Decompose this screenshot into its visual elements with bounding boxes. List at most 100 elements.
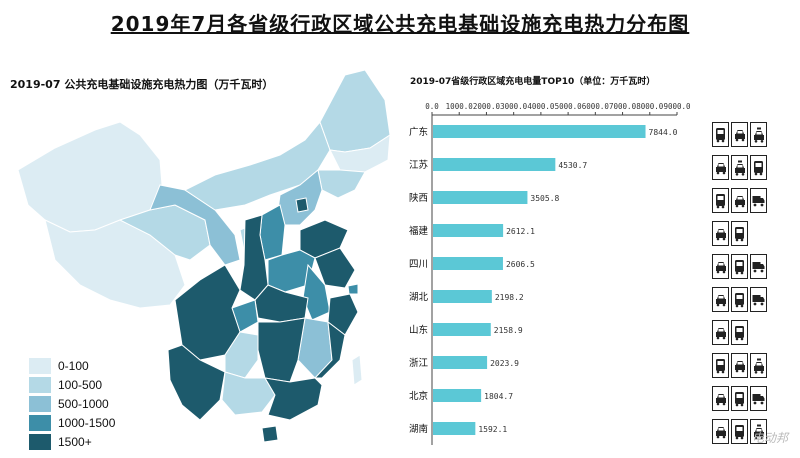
legend-label: 0-100	[58, 358, 89, 373]
region-zhejiang	[327, 293, 359, 336]
legend-item: 0-100	[28, 356, 115, 375]
legend-swatch	[28, 413, 52, 432]
region-liaoning	[317, 169, 366, 199]
car-icon	[712, 320, 729, 345]
category-label: 北京	[409, 390, 428, 402]
region-guangdong	[264, 377, 323, 421]
x-tick-label: 0.0	[425, 102, 439, 111]
bar-chart-title: 2019-07省级行政区域充电电量TOP10（单位：万千瓦时）	[410, 77, 656, 87]
region-jiangsu	[314, 247, 356, 289]
taxi-icon	[750, 419, 767, 444]
map-title: 2019-07 公共充电基础设施充电热力图（万千瓦时）	[10, 78, 274, 91]
x-tick-label: 1000.0	[446, 102, 474, 111]
category-label: 四川	[409, 259, 428, 270]
legend-label: 100-500	[58, 377, 103, 392]
vehicle-icons	[712, 118, 769, 448]
page-title: 2019年7月各省级行政区域公共充电基础设施充电热力分布图	[110, 12, 690, 36]
legend-label: 1500+	[58, 434, 92, 449]
category-label: 浙江	[409, 357, 429, 369]
bar-chart: 0.0 1000.0 2000.0 3000.0 4000.0 5000.0 6000.0 7…	[409, 102, 691, 445]
region-hubei	[254, 284, 309, 323]
region-gansu	[149, 184, 241, 266]
x-tick-label: 5000.0	[555, 102, 583, 111]
car-icon	[731, 353, 748, 378]
region-anhui	[302, 263, 331, 321]
bar	[433, 422, 476, 435]
bar	[433, 257, 503, 270]
bar	[433, 356, 488, 369]
taxi-icon	[750, 122, 767, 147]
icon-row	[712, 250, 769, 283]
bar	[433, 191, 528, 204]
icon-row	[712, 151, 769, 184]
x-tick-label: 7000.0	[609, 102, 637, 111]
region-fujian	[313, 320, 346, 379]
icon-row	[712, 349, 769, 382]
region-shanghai	[347, 283, 359, 295]
category-label: 陕西	[409, 192, 428, 204]
heat-map	[0, 60, 400, 454]
value-label: 1804.7	[484, 392, 513, 401]
bar	[433, 290, 492, 303]
value-label: 2158.9	[494, 326, 523, 335]
bar	[433, 158, 556, 171]
legend-label: 1000-1500	[58, 415, 116, 430]
category-label: 湖北	[409, 292, 429, 303]
value-label: 2606.5	[506, 260, 535, 269]
icon-row	[712, 382, 769, 415]
value-label: 3505.8	[530, 194, 559, 203]
category-label: 广东	[409, 126, 428, 138]
category-label: 湖南	[409, 423, 428, 435]
legend-item: 1000-1500	[28, 413, 115, 432]
car-icon	[712, 419, 729, 444]
legend-item: 500-1000	[28, 394, 115, 413]
taxi-icon	[750, 353, 767, 378]
legend-swatch	[28, 432, 52, 451]
bar	[433, 224, 504, 237]
region-taiwan	[351, 354, 363, 386]
bus-icon	[731, 221, 748, 246]
legend-swatch	[28, 375, 52, 394]
x-tick-label: 3000.0	[500, 102, 528, 111]
icon-row	[712, 415, 769, 448]
bus-icon	[712, 188, 729, 213]
legend-item: 1500+	[28, 432, 115, 451]
truck-icon	[750, 386, 767, 411]
car-icon	[712, 221, 729, 246]
value-label: 2198.2	[495, 293, 524, 302]
bus-icon	[731, 254, 748, 279]
taxi-icon	[731, 155, 748, 180]
value-label: 2612.1	[506, 227, 535, 236]
bus-icon	[731, 386, 748, 411]
region-guangxi	[221, 371, 276, 416]
bus-icon	[731, 419, 748, 444]
category-label: 山东	[409, 324, 428, 336]
region-heilongjiang	[319, 69, 391, 153]
region-hunan	[257, 317, 306, 383]
car-icon	[712, 155, 729, 180]
region-hainan	[261, 425, 279, 443]
bar	[433, 323, 491, 336]
region-tibet	[44, 219, 186, 309]
legend-item: 100-500	[28, 375, 115, 394]
legend-swatch	[28, 394, 52, 413]
bar	[433, 389, 482, 402]
map-legend: 0-100 100-500 500-1000 1000-1500 1500+	[28, 356, 115, 451]
value-label: 1592.1	[478, 425, 507, 434]
car-icon	[731, 188, 748, 213]
legend-swatch	[28, 356, 52, 375]
value-label: 7844.0	[649, 128, 678, 137]
x-tick-label: 4000.0	[527, 102, 555, 111]
truck-icon	[750, 287, 767, 312]
icon-row	[712, 118, 769, 151]
icon-row	[712, 316, 769, 349]
bus-icon	[731, 320, 748, 345]
bus-icon	[712, 122, 729, 147]
x-tick-label: 6000.0	[582, 102, 610, 111]
car-icon	[712, 254, 729, 279]
icon-row	[712, 184, 769, 217]
china-map	[17, 69, 391, 443]
truck-icon	[750, 254, 767, 279]
region-beijing	[295, 197, 309, 213]
x-tick-label: 2000.0	[473, 102, 501, 111]
